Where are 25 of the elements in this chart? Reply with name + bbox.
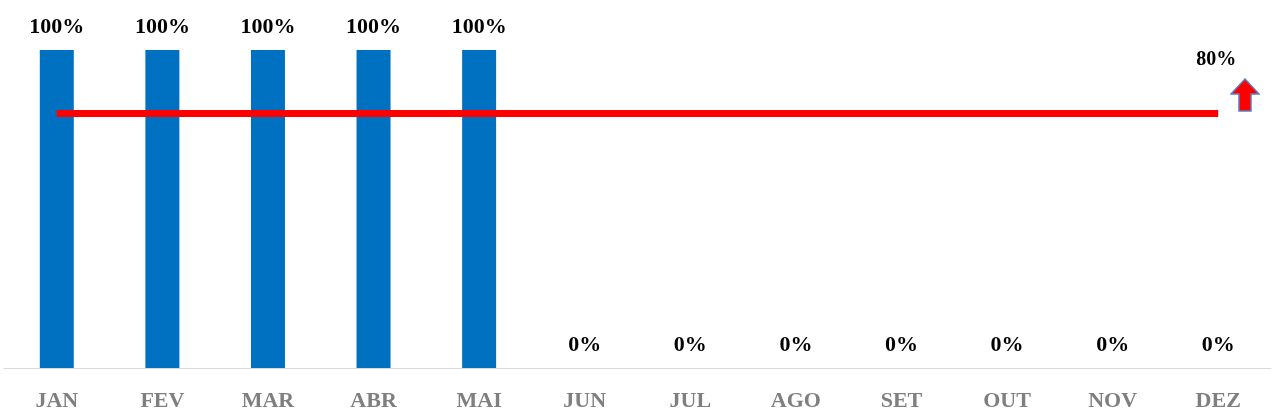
x-tick-label: AGO — [770, 386, 821, 412]
x-tick-label: NOV — [1088, 386, 1138, 412]
data-label: 100% — [134, 12, 190, 38]
ref-line-label: 80% — [1196, 46, 1237, 69]
data-label: 0% — [1096, 330, 1130, 356]
x-tick-label: MAR — [241, 386, 296, 412]
data-label: 0% — [779, 330, 813, 356]
data-label: 0% — [990, 330, 1024, 356]
data-label: 100% — [346, 12, 402, 38]
x-tick-label: FEV — [140, 386, 185, 412]
data-label: 0% — [884, 330, 918, 356]
x-tick-label: DEZ — [1195, 386, 1241, 412]
data-label: 0% — [1201, 330, 1235, 356]
data-label: 100% — [451, 12, 507, 38]
x-tick-label: JUL — [669, 386, 712, 412]
data-label: 100% — [29, 12, 85, 38]
x-tick-label: JUN — [563, 386, 607, 412]
data-label: 0% — [673, 330, 707, 356]
x-tick-label: SET — [880, 386, 923, 412]
x-tick-label: MAI — [456, 386, 502, 412]
x-tick-label: JAN — [35, 386, 79, 412]
x-tick-label: OUT — [983, 386, 1032, 412]
data-label: 0% — [568, 330, 602, 356]
x-tick-label: ABR — [350, 386, 398, 412]
data-label: 100% — [240, 12, 296, 38]
